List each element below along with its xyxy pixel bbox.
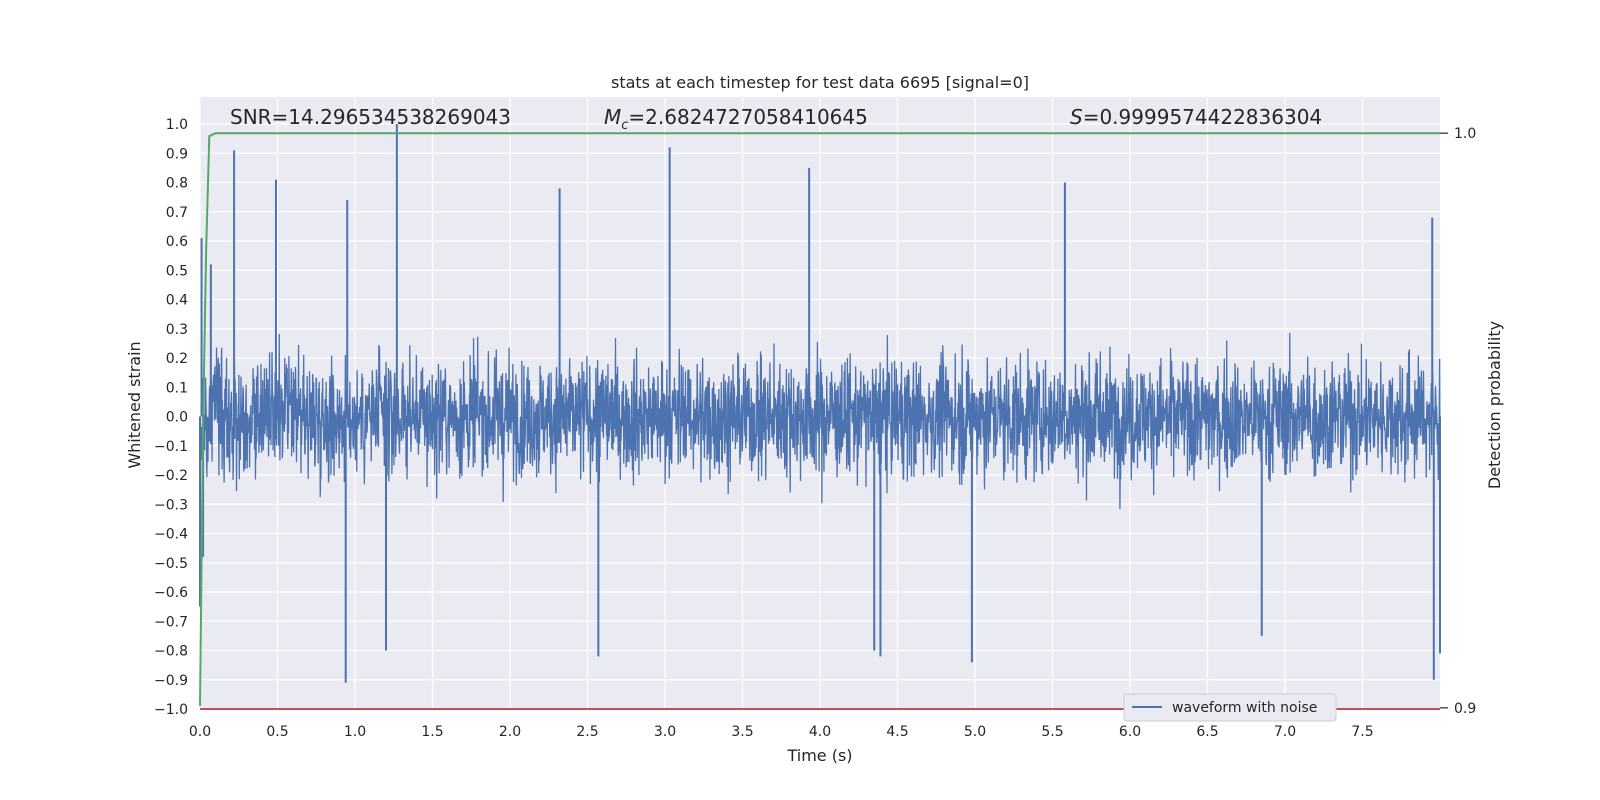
x-tick-label: 1.0: [344, 724, 366, 740]
y-axis-label: Whitened strain: [125, 341, 144, 468]
y-axis-ticks: 1.0 0.9 0.8 0.7 0.6 0.5 0.4 0.3 0.2 0.1 0.0 −0.1 −0.…: [154, 117, 188, 718]
y-tick-label: 0.5: [166, 263, 188, 279]
y-tick-label: 0.9: [166, 146, 188, 162]
chirp-mass-value: =2.6824727058410645: [628, 105, 867, 129]
series-layer: [199, 124, 1441, 710]
x-tick-label: 3.0: [654, 724, 676, 740]
y2-axis-label: Detection probability: [1485, 321, 1504, 489]
y-tick-label: −1.0: [154, 702, 188, 718]
y-tick-label: 0.2: [166, 351, 188, 367]
chirp-mass-subscript: c: [621, 118, 628, 133]
score-value: =0.9999574422836304: [1083, 105, 1322, 129]
y-tick-label: −0.1: [154, 439, 188, 455]
snr-annotation: SNR=14.296534538269043: [230, 105, 511, 129]
y-tick-label: 0.1: [166, 380, 188, 396]
y-tick-label: −0.6: [154, 585, 188, 601]
waveform-noise-texture: [199, 332, 1441, 510]
y-tick-label: 0.0: [166, 410, 188, 426]
y2-axis-ticks: 1.0 0.9: [1440, 126, 1476, 717]
x-tick-label: 7.5: [1351, 724, 1373, 740]
y-tick-label: 0.8: [166, 176, 188, 192]
y-tick-label: −0.7: [154, 614, 188, 630]
x-tick-label: 0.5: [266, 724, 288, 740]
y-tick-label: 0.4: [166, 293, 188, 309]
x-tick-label: 0.0: [189, 724, 211, 740]
y-tick-label: −0.2: [154, 468, 188, 484]
chart-title: stats at each timestep for test data 669…: [611, 73, 1029, 92]
x-tick-label: 5.5: [1041, 724, 1063, 740]
y-tick-label: 1.0: [166, 117, 188, 133]
x-tick-label: 4.0: [809, 724, 831, 740]
x-tick-label: 7.0: [1274, 724, 1296, 740]
x-tick-label: 4.5: [886, 724, 908, 740]
y-tick-label: −0.5: [154, 556, 188, 572]
detection-probability-line: [199, 132, 1440, 707]
score-symbol: S: [1070, 105, 1083, 129]
y2-tick-label: 1.0: [1454, 126, 1476, 142]
x-tick-label: 2.0: [499, 724, 521, 740]
y-tick-label: 0.6: [166, 234, 188, 250]
x-tick-label: 2.5: [576, 724, 598, 740]
x-tick-label: 1.5: [421, 724, 443, 740]
legend: waveform with noise: [1123, 693, 1337, 722]
chirp-mass-symbol: M: [604, 105, 621, 129]
y-tick-label: −0.3: [154, 497, 188, 513]
x-tick-label: 3.5: [731, 724, 753, 740]
y-tick-label: 0.3: [166, 322, 188, 338]
x-tick-label: 6.5: [1196, 724, 1218, 740]
y2-tick-label: 0.9: [1454, 701, 1476, 717]
y-tick-label: −0.9: [154, 673, 188, 689]
x-axis-ticks: 0.0 0.5 1.0 1.5 2.0 2.5 3.0 3.5 4.0 4.5 5.0 5.5 6.0 6…: [189, 724, 1374, 740]
x-tick-label: 6.0: [1119, 724, 1141, 740]
x-axis-label: Time (s): [786, 746, 852, 765]
score-annotation: S=0.9999574422836304: [1070, 105, 1322, 129]
legend-box: [1123, 693, 1337, 722]
waveform-noise-path: [199, 332, 1441, 510]
y-tick-label: 0.7: [166, 205, 188, 221]
y-tick-label: −0.8: [154, 644, 188, 660]
legend-entry: waveform with noise: [1172, 700, 1317, 716]
y-tick-label: −0.4: [154, 527, 188, 543]
chirp-mass-annotation: Mc=2.6824727058410645: [604, 105, 868, 133]
x-tick-label: 5.0: [964, 724, 986, 740]
